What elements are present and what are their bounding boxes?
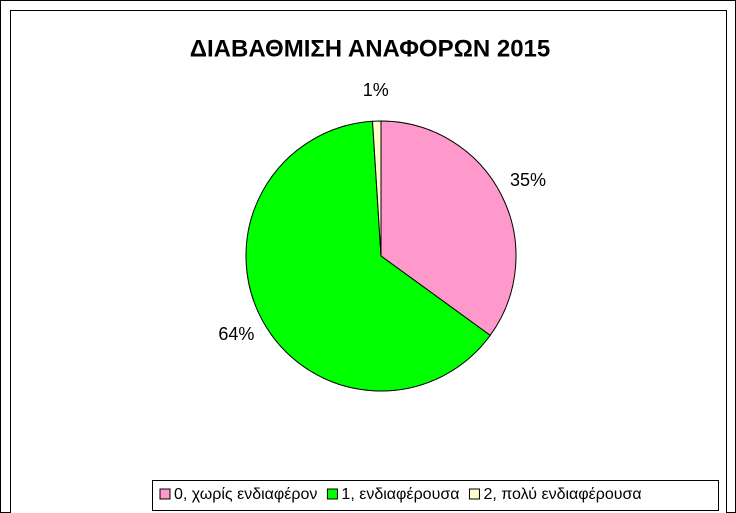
data-label: 64% <box>218 324 254 344</box>
chart-title: ΔΙΑΒΑΘΜΙΣΗ ΑΝΑΦΟΡΩΝ 2015 <box>190 35 550 62</box>
legend-swatch <box>468 488 480 500</box>
legend-label: 0, χωρίς ενδιαφέρον <box>174 486 317 503</box>
legend-label: 1, ενδιαφέρουσα <box>341 486 459 503</box>
legend: 0, χωρίς ενδιαφέρον 1, ενδιαφέρουσα 2, πολ… <box>159 486 642 503</box>
pie-slice <box>245 120 491 392</box>
legend-box <box>152 480 719 511</box>
pie: 35% 64% 1% <box>218 80 546 392</box>
pie-slice <box>380 120 517 337</box>
pie-slice <box>371 120 382 257</box>
legend-swatch <box>326 488 338 500</box>
legend-swatch <box>159 488 171 500</box>
data-label: 35% <box>510 170 546 190</box>
legend-label: 2, πολύ ενδιαφέρουσα <box>483 486 641 503</box>
data-label: 1% <box>363 80 389 100</box>
